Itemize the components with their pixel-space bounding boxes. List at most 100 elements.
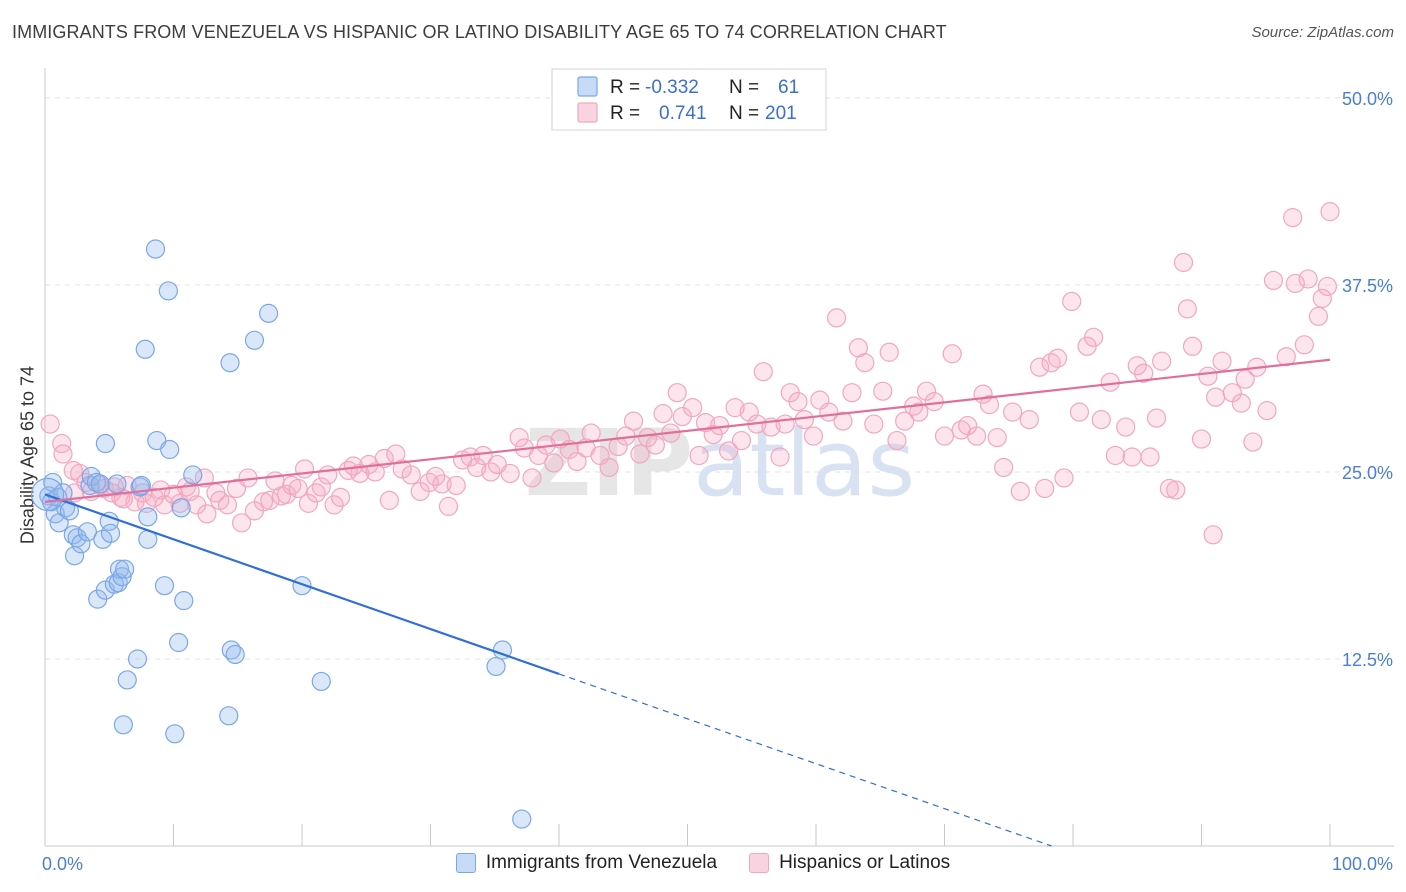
legend-label-venezuela: Immigrants from Venezuela: [485, 852, 718, 873]
watermark: ZIPatlas: [525, 410, 916, 517]
venezuela-point: [244, 330, 265, 350]
hispanic-point: [197, 504, 217, 524]
hispanic-point: [987, 427, 1007, 448]
hispanic-point: [1276, 347, 1296, 367]
x-tick-label: 100.0%: [1332, 854, 1393, 874]
hispanic-point: [294, 459, 315, 479]
venezuela-point: [113, 715, 133, 735]
hispanic-point: [623, 411, 644, 431]
venezuela-point: [219, 706, 239, 726]
venezuela-point: [258, 303, 279, 323]
hispanic-point: [544, 453, 564, 473]
venezuela-point: [145, 239, 166, 259]
hispanic-point: [1140, 447, 1160, 467]
stats-legend-swatch-blue: [577, 76, 598, 97]
hispanic-point: [144, 487, 164, 507]
hispanic-point: [1166, 480, 1186, 500]
hispanic-point: [803, 426, 824, 446]
venezuela-point: [112, 567, 132, 587]
hispanic-point: [217, 495, 238, 515]
hispanic-point: [833, 411, 853, 431]
stats-row-blue: R = -0.332 N = 61: [610, 77, 799, 98]
hispanic-point: [432, 474, 452, 494]
venezuela-point: [169, 632, 189, 653]
hispanic-point: [1308, 306, 1329, 326]
hispanic-point: [52, 433, 72, 454]
hispanic-point: [1062, 291, 1082, 311]
hispanic-point: [324, 495, 344, 515]
hispanic-point: [401, 465, 421, 485]
hispanic-point: [1069, 402, 1090, 422]
venezuela-point: [174, 591, 194, 611]
y-tick-label: 25.0%: [1342, 463, 1393, 483]
venezuela-point: [512, 809, 532, 829]
hispanic-point: [788, 392, 808, 412]
hispanic-point: [1152, 351, 1172, 371]
r-label: R =: [610, 103, 640, 124]
hispanic-point: [306, 483, 326, 503]
hispanic-point: [1320, 202, 1340, 222]
hispanic-point: [895, 411, 915, 431]
hispanic-point: [509, 427, 529, 448]
r-value: -0.332: [645, 77, 699, 98]
hispanic-point: [1177, 299, 1197, 319]
hispanic-point: [855, 353, 875, 373]
hispanic-point: [298, 493, 319, 513]
hispanic-point: [653, 404, 673, 424]
venezuela-point: [292, 576, 312, 596]
venezuela-point: [165, 724, 185, 744]
venezuela-point: [220, 353, 240, 373]
hispanic-point: [924, 392, 944, 412]
hispanic-point: [1212, 351, 1232, 371]
hispanic-point: [1134, 363, 1154, 383]
hispanic-point: [689, 445, 709, 466]
hispanic-point: [942, 344, 962, 364]
legend-item-venezuela[interactable]: Immigrants from Venezuela: [455, 852, 718, 874]
hispanic-point: [1035, 478, 1055, 499]
trend-line-extension: [558, 673, 1052, 847]
venezuela-point: [138, 507, 158, 527]
hispanic-point: [1298, 269, 1318, 289]
hispanic-point: [630, 444, 650, 464]
hispanic-point: [311, 477, 331, 497]
hispanic-point: [1146, 408, 1167, 428]
hispanic-point: [719, 441, 739, 461]
hispanic-point: [1127, 356, 1147, 376]
hispanic-point: [979, 395, 1000, 415]
hispanic-point: [1257, 401, 1277, 421]
hispanic-point: [194, 468, 214, 488]
hispanic-point: [481, 462, 501, 482]
gridlines: [45, 97, 1394, 660]
hispanic-point: [731, 430, 752, 451]
y-tick-label: 12.5%: [1342, 650, 1393, 670]
trend-lines: [44, 358, 1331, 847]
hispanic-point: [426, 466, 446, 487]
legend-item-hispanic[interactable]: Hispanics or Latinos: [749, 852, 950, 874]
hispanic-point: [725, 398, 745, 418]
hispanic-point: [1047, 348, 1068, 368]
hispanic-point: [318, 465, 338, 485]
venezuela-point: [158, 281, 178, 301]
hispanic-point: [1283, 208, 1303, 228]
hispanic-point: [1029, 357, 1050, 377]
hispanic-point: [232, 513, 252, 533]
hispanic-point: [967, 426, 987, 446]
hispanic-point: [1206, 387, 1226, 407]
venezuela-point: [90, 474, 110, 494]
hispanic-point: [916, 381, 937, 401]
n-label: N =: [729, 77, 759, 98]
hispanic-point: [1100, 372, 1120, 392]
hispanic-point: [253, 492, 274, 512]
hispanic-point: [739, 402, 759, 422]
source-attribution: Source: ZipAtlas.com: [1251, 24, 1394, 41]
venezuela-point: [183, 465, 203, 485]
r-label: R =: [610, 77, 640, 98]
venezuela-point: [77, 522, 98, 542]
hispanic-point: [1317, 276, 1338, 297]
hispanic-point: [683, 398, 703, 418]
venezuela-point: [109, 559, 130, 579]
trend-line-hispanic: [44, 358, 1331, 503]
hispanic-point: [1019, 409, 1039, 430]
x-tick-labels: 0.0% 100.0%: [42, 854, 1393, 874]
hispanic-point: [1010, 481, 1030, 502]
